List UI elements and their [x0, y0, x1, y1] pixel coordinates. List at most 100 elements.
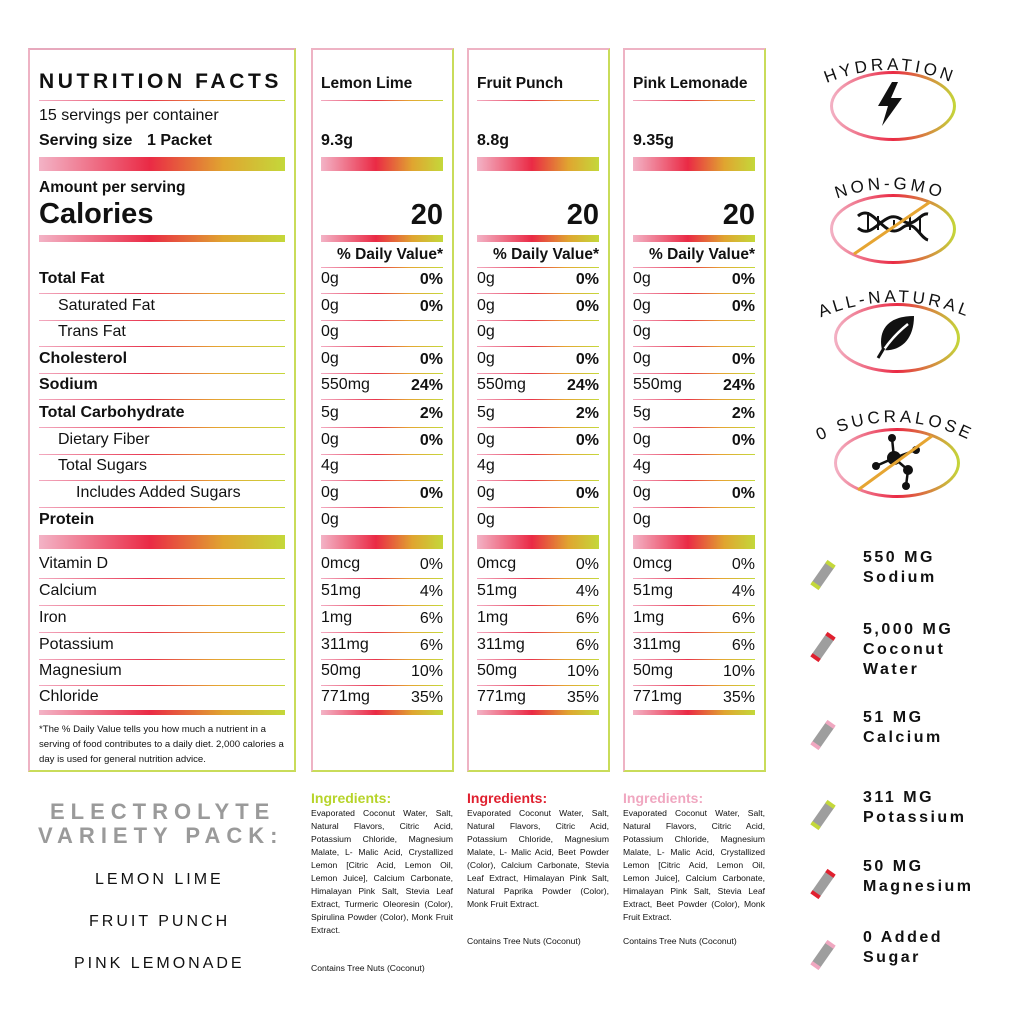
facts-row-label: Total Fat — [39, 270, 105, 287]
daily-value-header: % Daily Value* — [649, 246, 755, 263]
nutrient-dv: 2% — [731, 405, 755, 422]
vitamin-dv: 4% — [731, 583, 755, 600]
nutrient-dv: 0% — [419, 271, 443, 288]
stat-value: 550 MG — [863, 549, 935, 566]
nutrient-amount: 0g — [321, 297, 339, 314]
variety-pack-title-line1: ELECTROLYTE — [50, 799, 276, 824]
vitamin-dv: 6% — [575, 610, 599, 627]
nutrient-amount: 0g — [321, 511, 339, 528]
ingredients-text: Evaporated Coconut Water, Salt, Natural … — [311, 808, 453, 935]
stat-sugar: 0 Added Sugar — [863, 928, 943, 968]
stick-pack-icon — [810, 799, 836, 831]
row-divider — [39, 605, 285, 606]
ingredients-title: Ingredients: — [623, 790, 704, 806]
stat-potassium: 311 MG Potassium — [863, 788, 966, 828]
vitamin-label: Magnesium — [39, 662, 122, 679]
flavor-name: Pink Lemonade — [633, 75, 748, 92]
facts-row-label: Dietary Fiber — [58, 431, 150, 448]
row-divider — [39, 399, 285, 400]
stat-label: Calcium — [863, 729, 943, 746]
flavor-calories: 20 — [566, 199, 599, 231]
nutrient-amount: 0g — [477, 484, 495, 501]
vitamin-amount: 771mg — [477, 688, 526, 705]
flavor-calories: 20 — [722, 199, 755, 231]
nutrition-facts-panel — [28, 48, 296, 772]
molecule-crossed-icon — [857, 434, 933, 492]
vitamin-dv: 35% — [566, 689, 599, 706]
flavor-serving-size: 9.3g — [321, 132, 354, 149]
stat-label: Sodium — [863, 569, 937, 586]
servings-per-container: 15 servings per container — [39, 107, 219, 124]
stat-label: Potassium — [863, 809, 967, 826]
nutrient-amount: 4g — [477, 457, 495, 474]
nutrient-amount: 5g — [477, 404, 495, 421]
vitamin-amount: 50mg — [633, 662, 674, 679]
vitamin-label: Chloride — [39, 688, 99, 705]
vitamin-amount: 771mg — [321, 688, 370, 705]
stat-sodium: 550 MG Sodium — [863, 548, 937, 588]
nutrient-amount: 4g — [321, 457, 339, 474]
nutrient-dv: 0% — [575, 351, 599, 368]
daily-value-header: % Daily Value* — [337, 246, 443, 263]
lightning-bolt-icon — [878, 82, 902, 126]
nutrient-amount: 0g — [477, 270, 495, 287]
vitamin-dv: 35% — [722, 689, 755, 706]
vitamin-amount: 51mg — [477, 582, 518, 599]
nutrient-dv: 2% — [575, 405, 599, 422]
serving-size-label: Serving size — [39, 132, 133, 149]
vitamin-amount: 0mcg — [633, 555, 673, 572]
row-divider — [39, 293, 285, 294]
vitamin-amount: 311mg — [321, 636, 369, 653]
nutrient-amount: 5g — [633, 404, 651, 421]
facts-title: NUTRITION FACTS — [39, 70, 282, 93]
vitamin-amount: 50mg — [321, 662, 362, 679]
vitamin-amount: 51mg — [633, 582, 674, 599]
nutrient-dv: 0% — [575, 298, 599, 315]
nutrient-amount: 0g — [633, 431, 651, 448]
flavor-name: Lemon Lime — [321, 75, 413, 92]
vitamin-dv: 0% — [575, 556, 599, 573]
nutrient-amount: 4g — [633, 457, 651, 474]
stat-value: 5,000 MG — [863, 621, 954, 638]
nutrient-amount: 0g — [477, 323, 495, 340]
stat-calcium: 51 MG Calcium — [863, 708, 943, 748]
vitamin-dv: 10% — [566, 663, 599, 680]
flavor-calories: 20 — [410, 199, 443, 231]
vitamin-amount: 0mcg — [321, 555, 361, 572]
row-divider — [39, 480, 285, 481]
nutrient-amount: 0g — [477, 297, 495, 314]
vitamin-dv: 6% — [419, 637, 443, 654]
stick-pack-icon — [810, 559, 836, 591]
vitamin-amount: 771mg — [633, 688, 682, 705]
vitamin-amount: 51mg — [321, 582, 362, 599]
flavor-name: Fruit Punch — [477, 75, 564, 92]
nutrient-dv: 0% — [731, 485, 755, 502]
stick-pack-icon — [810, 939, 836, 971]
thick-divider — [39, 157, 285, 171]
nutrient-dv: 0% — [419, 432, 443, 449]
vitamin-dv: 0% — [731, 556, 755, 573]
vitamin-label: Calcium — [39, 582, 97, 599]
vitamin-dv: 6% — [575, 637, 599, 654]
vitamin-label: Vitamin D — [39, 555, 109, 572]
nutrient-dv: 24% — [410, 377, 443, 394]
nutrient-dv: 0% — [419, 298, 443, 315]
nutrient-amount: 550mg — [321, 376, 370, 393]
vitamin-label: Iron — [39, 609, 67, 626]
nutrient-dv: 0% — [575, 432, 599, 449]
ingredients-title: Ingredients: — [311, 790, 392, 806]
vitamin-dv: 6% — [419, 610, 443, 627]
nutrient-dv: 0% — [731, 432, 755, 449]
vitamin-dv: 4% — [575, 583, 599, 600]
vitamin-dv: 10% — [722, 663, 755, 680]
facts-row-label: Protein — [39, 511, 95, 528]
stat-label: Magnesium — [863, 878, 974, 895]
stat-coconut: 5,000 MG Coconut Water — [863, 620, 953, 680]
nutrient-amount: 0g — [633, 297, 651, 314]
nutrient-dv: 0% — [731, 271, 755, 288]
vitamin-amount: 50mg — [477, 662, 518, 679]
row-divider — [39, 507, 285, 508]
vitamin-dv: 10% — [410, 663, 443, 680]
vitamin-amount: 0mcg — [477, 555, 517, 572]
nutrient-amount: 0g — [321, 484, 339, 501]
